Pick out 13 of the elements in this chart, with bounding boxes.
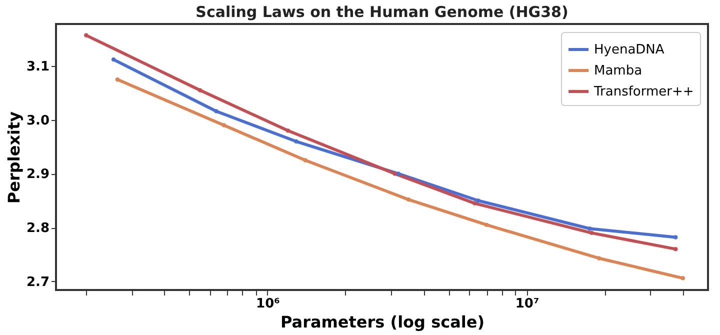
y-tick-label: 3.1 bbox=[26, 60, 50, 74]
x-tick-label: 10⁷ bbox=[515, 296, 540, 312]
y-tick-label: 2.8 bbox=[26, 221, 50, 236]
y-tick-label: 2.7 bbox=[26, 274, 50, 290]
y-axis-title: Perplexity bbox=[4, 110, 24, 204]
legend-label: Transformer++ bbox=[593, 84, 694, 100]
legend-label: Mamba bbox=[594, 64, 642, 78]
chart-title: Scaling Laws on the Human Genome (HG38) bbox=[196, 3, 568, 21]
x-axis-title: Parameters (log scale) bbox=[280, 312, 485, 332]
legend-label: HyenaDNA bbox=[594, 42, 664, 58]
y-tick-label: 3.0 bbox=[26, 113, 50, 128]
x-tick-label: 10⁶ bbox=[256, 296, 280, 312]
y-tick-label: 2.9 bbox=[26, 167, 50, 182]
